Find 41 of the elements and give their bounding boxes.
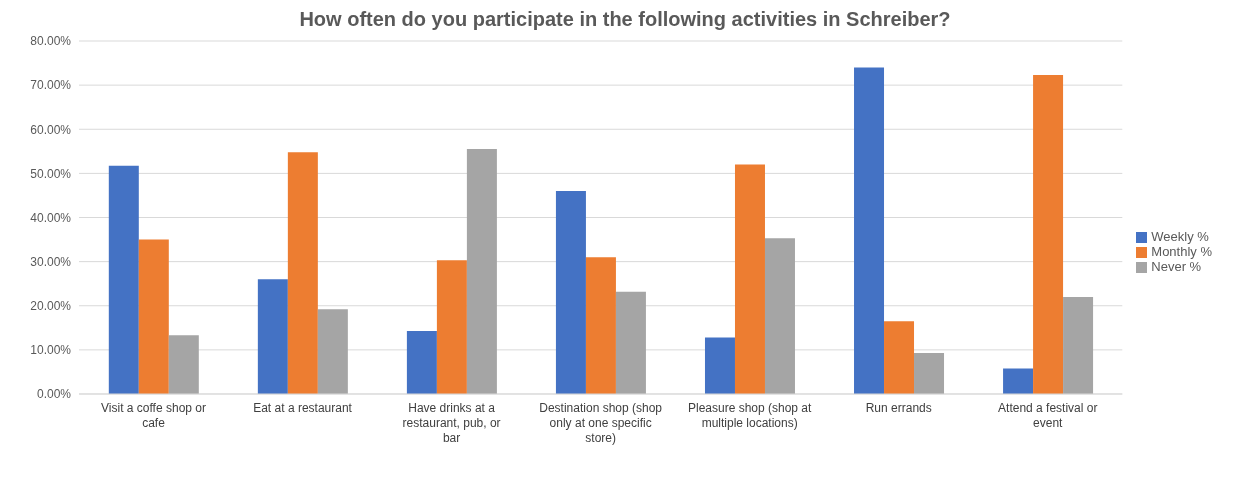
- bar: [168, 335, 199, 394]
- y-tick-label: 50.00%: [30, 166, 72, 181]
- bar: [108, 165, 139, 394]
- y-tick-label: 70.00%: [30, 78, 72, 93]
- x-tick-label: Run errands: [865, 401, 932, 415]
- bar: [1003, 368, 1034, 394]
- bar: [257, 279, 288, 394]
- bar: [884, 321, 915, 394]
- legend-label: Never %: [1151, 258, 1202, 274]
- y-tick-label: 30.00%: [30, 254, 72, 269]
- bar: [704, 337, 735, 394]
- x-tick-label: Have drinks at a restaurant, pub, or bar: [402, 401, 501, 445]
- bar: [317, 309, 348, 394]
- bar: [734, 164, 765, 394]
- bar: [764, 238, 795, 394]
- legend-label: Weekly %: [1151, 228, 1209, 244]
- bar: [436, 260, 467, 394]
- y-tick-label: 40.00%: [30, 210, 72, 225]
- y-tick-label: 0.00%: [36, 387, 72, 402]
- x-tick-label: Destination shop (shop only at one specific store): [539, 401, 663, 445]
- x-tick-label: Visit a coffe shop or cafe: [101, 401, 206, 430]
- bar: [1033, 74, 1064, 394]
- bar: [287, 152, 318, 394]
- bar: [1063, 296, 1094, 394]
- chart-title: How often do you participate in the following activities in Schreiber?: [298, 8, 952, 31]
- bar: [854, 67, 885, 394]
- y-tick-label: 20.00%: [30, 299, 72, 314]
- x-tick-label: Attend a festival or event: [998, 401, 1098, 430]
- y-tick-label: 60.00%: [30, 122, 72, 137]
- bar: [466, 149, 497, 394]
- y-tick-label: 10.00%: [30, 343, 72, 358]
- y-tick-label: 80.00%: [30, 34, 72, 49]
- x-tick-label: Eat at a restaurant: [253, 401, 353, 415]
- bar: [138, 239, 169, 394]
- legend-label: Monthly %: [1151, 243, 1212, 259]
- bar: [615, 291, 646, 394]
- x-tick-label: Pleasure shop (shop at multiple locations): [687, 401, 813, 430]
- bar: [406, 330, 437, 394]
- bar: [555, 191, 586, 394]
- bar: [585, 257, 616, 394]
- bar: [914, 352, 945, 394]
